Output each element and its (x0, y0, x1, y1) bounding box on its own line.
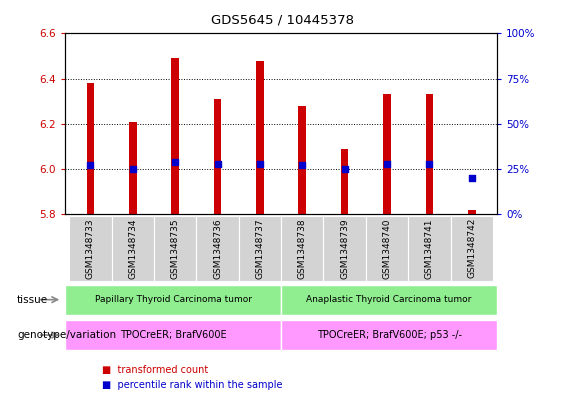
Text: ■  percentile rank within the sample: ■ percentile rank within the sample (102, 380, 282, 390)
Bar (468, 210, 476, 214)
Text: GSM1348738: GSM1348738 (298, 218, 307, 279)
Bar (256, 61, 264, 214)
Text: GSM1348742: GSM1348742 (467, 218, 476, 279)
Text: GSM1348734: GSM1348734 (128, 218, 137, 279)
Text: Papillary Thyroid Carcinoma tumor: Papillary Thyroid Carcinoma tumor (94, 295, 251, 304)
Point (213, 160, 222, 167)
Bar (238, 216, 281, 281)
Text: ■  transformed count: ■ transformed count (102, 365, 208, 375)
Text: tissue: tissue (17, 295, 48, 305)
Bar (112, 216, 154, 281)
Bar (408, 216, 451, 281)
Bar (281, 216, 323, 281)
Text: TPOCreER; BrafV600E; p53 -/-: TPOCreER; BrafV600E; p53 -/- (316, 330, 462, 340)
Point (171, 159, 180, 165)
Point (86, 162, 95, 169)
Bar (366, 216, 408, 281)
Bar (281, 320, 497, 350)
Bar (154, 216, 197, 281)
Bar (197, 216, 238, 281)
Bar (214, 99, 221, 214)
Bar (65, 285, 281, 315)
Text: Anaplastic Thyroid Carcinoma tumor: Anaplastic Thyroid Carcinoma tumor (306, 295, 472, 304)
Text: GSM1348733: GSM1348733 (86, 218, 95, 279)
Point (298, 162, 307, 169)
Text: GSM1348735: GSM1348735 (171, 218, 180, 279)
Text: GDS5645 / 10445378: GDS5645 / 10445378 (211, 14, 354, 27)
Bar (451, 216, 493, 281)
Bar (341, 149, 349, 214)
Text: GSM1348736: GSM1348736 (213, 218, 222, 279)
Point (467, 175, 476, 181)
Bar (69, 216, 112, 281)
Bar (65, 320, 281, 350)
Bar (323, 216, 366, 281)
Text: GSM1348741: GSM1348741 (425, 218, 434, 279)
Point (340, 166, 349, 172)
Bar (298, 106, 306, 214)
Point (425, 160, 434, 167)
Bar (281, 285, 497, 315)
Text: TPOCreER; BrafV600E: TPOCreER; BrafV600E (120, 330, 227, 340)
Point (255, 160, 264, 167)
Bar (129, 121, 137, 214)
Bar (383, 94, 391, 214)
Bar (171, 58, 179, 214)
Text: genotype/variation: genotype/variation (17, 330, 116, 340)
Point (128, 166, 137, 172)
Text: GSM1348737: GSM1348737 (255, 218, 264, 279)
Text: GSM1348740: GSM1348740 (383, 218, 392, 279)
Point (383, 160, 392, 167)
Text: GSM1348739: GSM1348739 (340, 218, 349, 279)
Bar (425, 94, 433, 214)
Bar (86, 83, 94, 214)
